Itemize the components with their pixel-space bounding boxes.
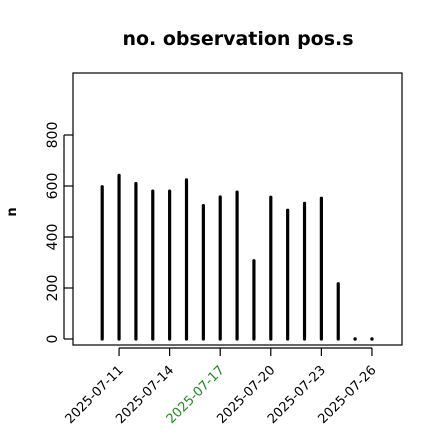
- y-tick-label: 200: [45, 275, 61, 302]
- y-tick-label: 400: [45, 224, 61, 251]
- y-axis: 0 200 400 600 800: [45, 122, 73, 344]
- y-axis-label: n: [5, 207, 20, 216]
- chart-title: no. observation pos.s: [122, 28, 353, 50]
- plot-frame: [72, 72, 403, 346]
- y-tick-label: 600: [45, 173, 61, 200]
- y-tick-label: 800: [45, 122, 61, 149]
- y-tick-label: 0: [45, 335, 61, 344]
- bars: [100, 173, 374, 341]
- bar: [353, 337, 357, 341]
- x-axis: 2025-07-112025-07-142025-07-172025-07-20…: [63, 347, 380, 427]
- bar: [370, 337, 374, 341]
